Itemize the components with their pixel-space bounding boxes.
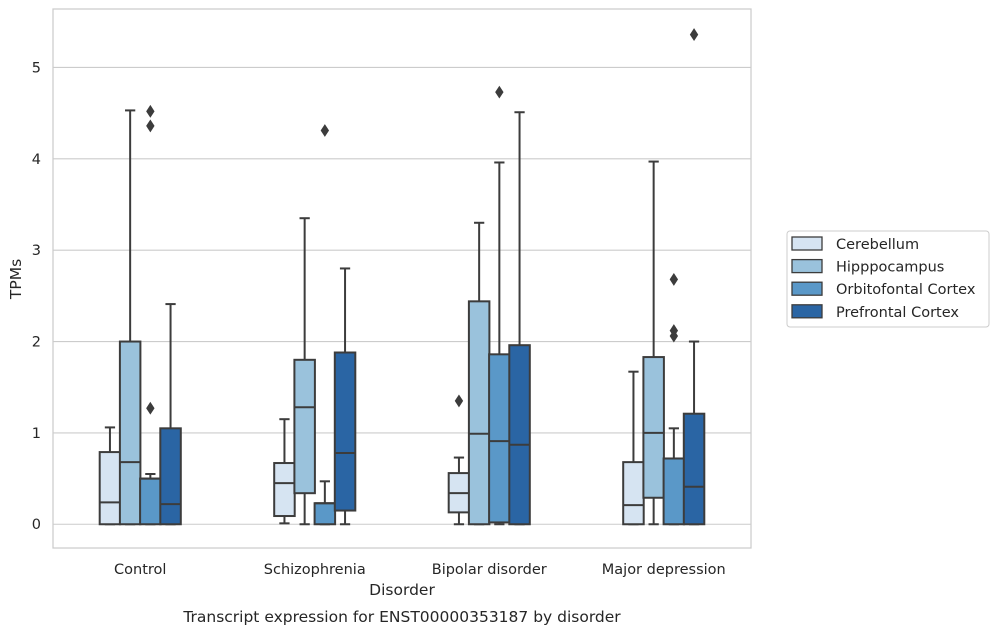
box-prefrontal-cortex [508, 111, 531, 526]
box-cerebellum [98, 426, 122, 526]
box-iqr [159, 427, 182, 526]
y-tick-label: 3 [32, 243, 41, 259]
box-iqr [273, 462, 296, 518]
box-iqr [642, 356, 665, 499]
box-iqr [293, 358, 316, 495]
box-iqr [508, 344, 531, 526]
box-iqr [333, 351, 357, 512]
box-orbitofontal-cortex [139, 104, 162, 526]
x-axis-label: Disorder [369, 581, 435, 599]
legend: Cerebellum Hipppocampus Orbitofontal Corte… [786, 230, 990, 328]
box-orbitofontal-cortex [313, 124, 337, 526]
y-tick-label: 1 [32, 426, 41, 442]
y-tick-label: 4 [32, 152, 41, 168]
outlier-marker [146, 104, 155, 118]
outlier-marker [320, 124, 330, 137]
boxes [98, 28, 706, 526]
box-hipppocampus [118, 109, 142, 526]
legend-label: Orbitofontal Cortex [836, 282, 976, 298]
x-tick-label: Control [114, 562, 166, 578]
y-tick-label: 2 [32, 335, 41, 351]
box-iqr [98, 451, 122, 526]
legend-frame [786, 230, 990, 328]
legend-label: Cerebellum [836, 237, 919, 253]
box-hipppocampus [642, 160, 665, 526]
outlier-marker [689, 28, 699, 41]
box-iqr [313, 502, 337, 526]
x-tick-label: Schizophrenia [264, 562, 366, 578]
box-prefrontal-cortex [159, 303, 182, 526]
box-cerebellum [447, 394, 471, 526]
x-tick-label: Bipolar disorder [432, 562, 547, 578]
box-iqr [118, 340, 142, 526]
box-iqr [622, 461, 645, 526]
box-iqr [139, 477, 162, 526]
y-axis-label: TPMs [7, 259, 25, 300]
box-orbitofontal-cortex [662, 273, 686, 526]
outlier-marker [146, 401, 155, 415]
outlier-marker [669, 273, 679, 286]
legend-swatch [791, 304, 823, 319]
box-iqr [467, 300, 491, 526]
outlier-marker [454, 394, 464, 408]
y-tick-labels: 0 1 2 3 4 5 [32, 60, 41, 533]
box-prefrontal-cortex [333, 267, 357, 526]
x-tick-labels: Control Schizophrenia Bipolar disorder Majo… [114, 562, 726, 578]
legend-swatch [791, 258, 823, 274]
box-prefrontal-cortex [682, 28, 706, 526]
box-iqr [662, 457, 686, 526]
plot-frame [52, 8, 752, 549]
y-tick-label: 0 [32, 517, 41, 533]
box-iqr [488, 353, 511, 524]
box-iqr [682, 412, 706, 526]
outlier-marker [669, 324, 679, 337]
x-tick-label: Major depression [602, 562, 726, 578]
chart-caption: Transcript expression for ENST0000035318… [182, 608, 621, 626]
box-cerebellum [273, 418, 296, 525]
legend-label: Prefrontal Cortex [836, 305, 959, 321]
box-hipppocampus [293, 217, 316, 526]
outlier-marker [495, 85, 504, 99]
y-tick-label: 5 [32, 60, 41, 76]
legend-swatch [791, 236, 823, 251]
legend-swatch [791, 281, 823, 296]
outlier-marker [146, 119, 155, 133]
legend-label: Hipppocampus [836, 260, 944, 276]
